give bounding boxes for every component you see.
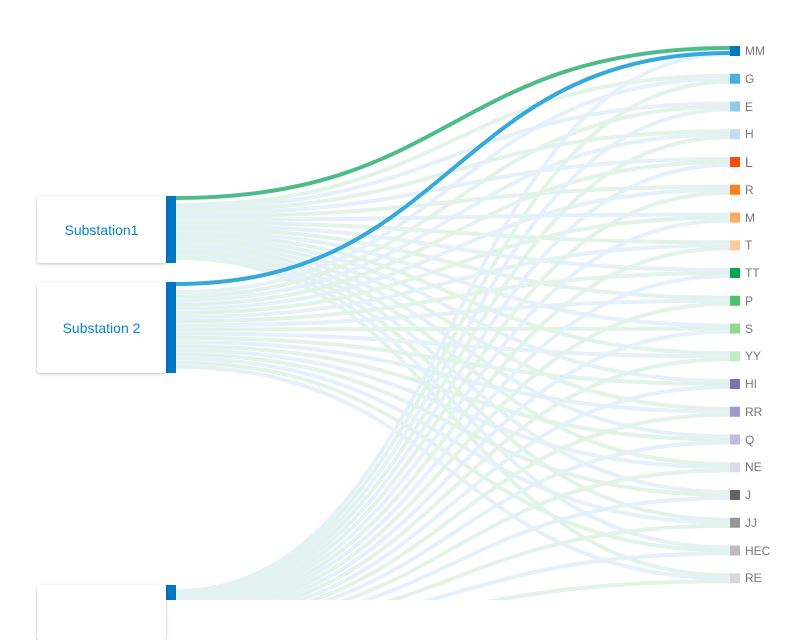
link--t[interactable]: [176, 246, 731, 600]
target-node-t[interactable]: [730, 240, 740, 251]
link-substation2-yy[interactable]: [175, 331, 731, 359]
link-substation2-e[interactable]: [175, 104, 731, 299]
target-node-label: M: [745, 210, 755, 225]
target-node-rr[interactable]: [730, 406, 740, 417]
link--hi[interactable]: [176, 385, 731, 600]
target-node-re[interactable]: [730, 573, 740, 584]
target-node-hi[interactable]: [730, 379, 740, 389]
link--r[interactable]: [176, 190, 731, 600]
target-node-p[interactable]: [730, 295, 740, 306]
target-node-mm[interactable]: [730, 46, 740, 56]
link--re[interactable]: [176, 579, 731, 600]
link--g[interactable]: [175, 79, 731, 596]
target-node-label: JJ: [745, 515, 757, 530]
link-substation2-q[interactable]: [175, 344, 731, 442]
target-node-l[interactable]: [730, 157, 740, 167]
target-node-label: J: [745, 488, 751, 502]
link--h[interactable]: [175, 135, 731, 600]
target-node-label: S: [745, 321, 754, 336]
source-node-1[interactable]: Substation1: [37, 196, 166, 263]
target-node-h[interactable]: [730, 129, 740, 140]
link-substation2-l[interactable]: [175, 160, 731, 307]
source-node-2[interactable]: Substation 2: [37, 282, 166, 373]
target-node-tt[interactable]: [730, 268, 740, 278]
link-substation2-p[interactable]: [175, 298, 731, 328]
target-node-label: E: [745, 99, 754, 114]
target-node-g[interactable]: [730, 73, 740, 84]
source-node-3[interactable]: [37, 585, 166, 640]
source-node-bar[interactable]: [166, 585, 176, 600]
source-node-label: Substation 2: [62, 319, 141, 336]
target-node-ne[interactable]: [730, 462, 740, 473]
link--yy[interactable]: [176, 357, 731, 600]
link-substation2-ne[interactable]: [175, 348, 731, 470]
sankey-diagram: [166, 46, 740, 601]
link-substation2-h[interactable]: [175, 132, 731, 303]
target-node-label: NE: [745, 460, 762, 475]
link--hec[interactable]: [176, 551, 731, 601]
target-node-m[interactable]: [730, 212, 740, 223]
target-node-e[interactable]: [730, 101, 740, 112]
link-substation2-r[interactable]: [175, 187, 731, 311]
link--s[interactable]: [176, 329, 731, 601]
target-node-r[interactable]: [730, 184, 740, 195]
link--rr[interactable]: [176, 412, 731, 600]
link-substation2-rr[interactable]: [175, 339, 731, 414]
source-node-bar[interactable]: [166, 196, 176, 263]
link--e[interactable]: [175, 107, 731, 598]
highlighted-link-2[interactable]: [175, 51, 731, 286]
target-node-label: HEC: [745, 543, 771, 558]
target-node-label: TT: [745, 266, 760, 280]
link-substation2-m[interactable]: [175, 215, 731, 315]
link-substation2-t[interactable]: [175, 243, 731, 320]
target-node-jj[interactable]: [730, 517, 740, 528]
target-node-label: H: [745, 127, 754, 142]
target-node-label: RR: [745, 404, 763, 419]
target-node-j[interactable]: [730, 490, 740, 500]
target-node-label: RE: [745, 571, 762, 586]
link--l[interactable]: [175, 163, 731, 600]
target-node-label: G: [745, 71, 755, 86]
target-node-label: YY: [745, 349, 762, 364]
link--tt[interactable]: [176, 274, 731, 600]
link--q[interactable]: [176, 440, 731, 601]
target-node-label: HI: [745, 377, 757, 391]
target-node-label: Q: [745, 432, 755, 447]
target-node-label: T: [745, 238, 753, 253]
link--mm[interactable]: [175, 52, 731, 593]
target-node-label: P: [745, 293, 754, 308]
target-node-yy[interactable]: [730, 351, 740, 362]
link-substation2-s[interactable]: [175, 326, 731, 332]
link-substation2-tt[interactable]: [175, 271, 731, 324]
source-node-bar[interactable]: [166, 282, 176, 373]
target-node-s[interactable]: [730, 323, 740, 334]
link--m[interactable]: [176, 218, 731, 601]
source-node-label: Substation1: [64, 221, 139, 238]
link--jj[interactable]: [176, 523, 731, 600]
link-substation2-hi[interactable]: [175, 335, 731, 386]
target-node-label: L: [745, 154, 753, 170]
link-substation2-g[interactable]: [175, 76, 731, 295]
target-node-label: MM: [745, 44, 765, 58]
target-node-label: R: [745, 182, 754, 197]
target-node-hec[interactable]: [730, 545, 740, 556]
target-node-q[interactable]: [730, 434, 740, 445]
link--p[interactable]: [176, 301, 731, 600]
highlighted-link-1[interactable]: [175, 46, 731, 200]
link--ne[interactable]: [176, 468, 731, 600]
link--j[interactable]: [176, 496, 731, 600]
